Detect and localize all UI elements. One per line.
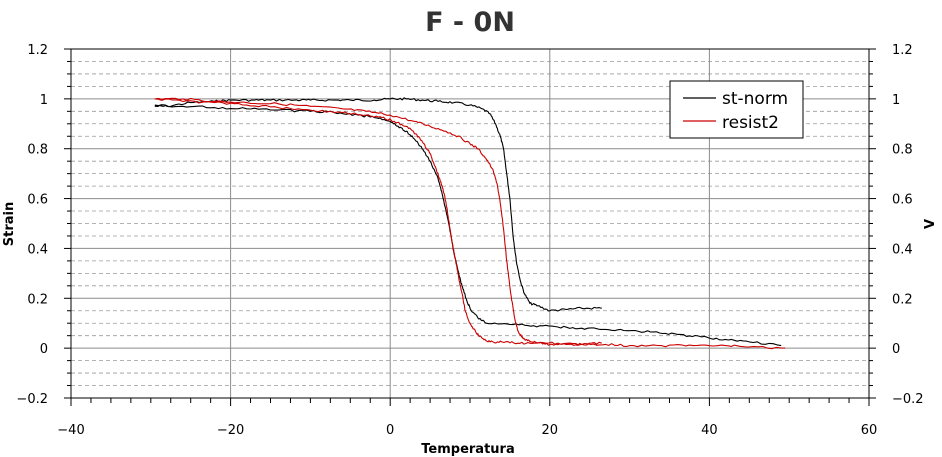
series-line-resist2 bbox=[154, 97, 786, 350]
grid bbox=[71, 49, 869, 398]
legend-box bbox=[669, 80, 804, 139]
legend: st-norm resist2 bbox=[669, 80, 804, 139]
x-tick-label: 0 bbox=[386, 423, 394, 438]
y2-tick-label: 0.2 bbox=[892, 292, 913, 307]
y2-tick-label: −0.2 bbox=[892, 392, 924, 407]
y-tick-label: 1.2 bbox=[27, 43, 48, 58]
series-layer bbox=[154, 97, 786, 350]
legend-label-st-norm: st-norm bbox=[722, 89, 788, 109]
x-tick-label: 40 bbox=[701, 423, 718, 438]
y-tick-label: 0 bbox=[40, 342, 48, 357]
y-tick-label: 0.2 bbox=[27, 292, 48, 307]
chart-title: F - 0N bbox=[425, 7, 515, 38]
y2-tick-label: 0.6 bbox=[892, 193, 913, 208]
y-tick-label: 0.8 bbox=[27, 143, 48, 158]
legend-label-resist2: resist2 bbox=[722, 113, 779, 133]
y2-tick-label: 0.8 bbox=[892, 143, 913, 158]
y-tick-label: 0.6 bbox=[27, 193, 48, 208]
x-tick-label: 60 bbox=[861, 423, 878, 438]
y2-tick-label: 0.4 bbox=[892, 242, 913, 257]
y-tick-label: 1 bbox=[40, 93, 48, 108]
y-tick-label: 0.4 bbox=[27, 242, 48, 257]
y2-axis-label: V bbox=[923, 219, 938, 229]
x-tick-label: −20 bbox=[217, 423, 244, 438]
ticks: −0.2 −0.2 0 0 0.2 0.2 0.4 0.4 0.6 0.6 0.8 0.8 1 1 1.2 1… bbox=[16, 43, 923, 438]
y-axis-label: Strain bbox=[2, 202, 17, 246]
x-axis-label: Temperatura bbox=[421, 442, 514, 457]
y2-tick-label: 1.2 bbox=[892, 43, 913, 58]
y2-tick-label: 1 bbox=[892, 93, 900, 108]
x-tick-label: 20 bbox=[542, 423, 559, 438]
y2-tick-label: 0 bbox=[892, 342, 900, 357]
x-tick-label: −40 bbox=[57, 423, 84, 438]
y-tick-label: −0.2 bbox=[16, 392, 48, 407]
